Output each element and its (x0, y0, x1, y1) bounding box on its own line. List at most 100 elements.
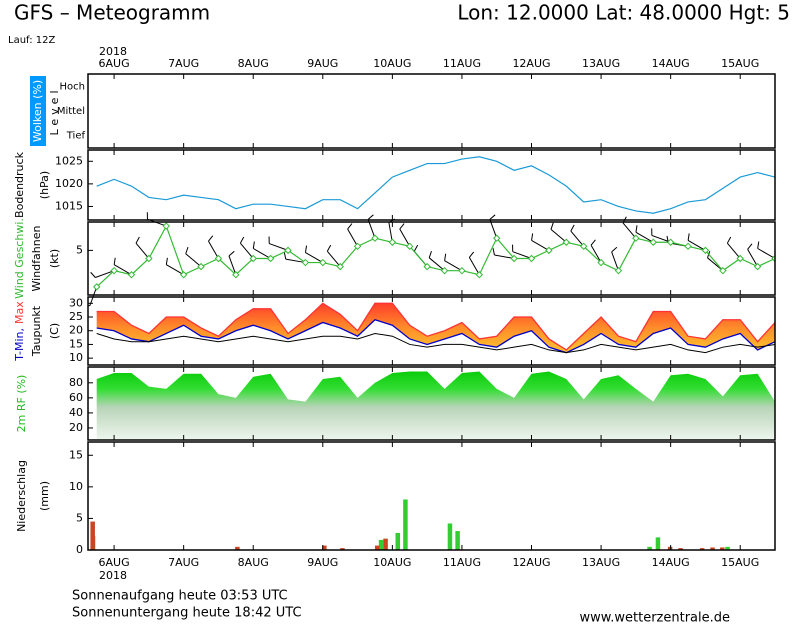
marker (232, 271, 240, 279)
precip-bar (340, 548, 345, 550)
source: www.wetterzentrale.de (580, 611, 730, 625)
marker (719, 266, 727, 275)
precip-bar (710, 547, 715, 550)
wind-barb-feather (492, 248, 495, 256)
wind-barb (135, 242, 150, 259)
marker (753, 262, 762, 271)
wind-barb (113, 264, 132, 276)
marker (597, 258, 605, 267)
wind-barb-feather (367, 214, 374, 220)
marker (266, 254, 275, 263)
x-tick-label: 9AUG (307, 556, 338, 569)
title: GFS – Meteogramm (14, 1, 210, 25)
wind-barb-feather (135, 236, 140, 244)
rh-area (96, 371, 775, 440)
wind-barb (611, 251, 619, 271)
x-tick-label: 10AUG (373, 57, 411, 70)
panel-label: Wolken (%) (31, 80, 44, 142)
marker (336, 262, 344, 271)
marker (197, 262, 205, 271)
panel-label: (mm) (38, 481, 51, 511)
marker (475, 271, 484, 279)
marker (736, 254, 744, 263)
y-tick-label: 1020 (55, 177, 83, 190)
wind-barb (285, 258, 306, 264)
wind-barb (512, 251, 532, 259)
precip-bar (678, 548, 683, 550)
precip-bar (383, 538, 388, 550)
marker (353, 242, 362, 251)
wind-barb-feather (399, 223, 405, 230)
precip-bar (725, 546, 730, 550)
wind-barb-feather (228, 250, 235, 257)
wind-barb (399, 228, 411, 247)
wind-barb (590, 244, 602, 263)
label-part: Windfahnen (30, 226, 43, 292)
wind-barb (166, 264, 184, 276)
wind-barb-feather (444, 253, 447, 261)
x-tick-label: 14AUG (652, 57, 690, 70)
wind-barb-feather (747, 243, 753, 250)
y-tick-label: 40 (69, 406, 83, 419)
x-tick-label: 10AUG (373, 556, 411, 569)
x-tick-label: 6AUG (99, 57, 130, 70)
label-part: Max (13, 301, 26, 324)
marker (649, 238, 657, 246)
wind-barb (622, 222, 637, 239)
panel-label: Windfahnen (30, 226, 43, 292)
y-tick-label: 30 (69, 296, 83, 309)
wind-barb-feather (208, 235, 214, 242)
x-tick-label: 7AUG (168, 556, 199, 569)
label-part: Wind Geschwi. (13, 218, 26, 299)
panel-label: Level (48, 86, 61, 135)
level-label: Hoch (60, 81, 85, 92)
marker (214, 254, 223, 263)
panel-label: (kt) (48, 249, 61, 268)
wind-barb-feather (185, 246, 189, 254)
panel-bg (88, 74, 775, 148)
marker (493, 234, 501, 242)
run: Lauf: 12Z (8, 35, 55, 46)
wind-barb-feather (283, 252, 287, 260)
marker (145, 254, 153, 263)
wind-barb-feather (550, 222, 554, 230)
location: Lon: 12.0000 Lat: 48.0000 Hgt: 5 (457, 1, 790, 25)
wind-barb-feather (611, 246, 618, 253)
wind-barb (208, 240, 219, 259)
x-tick-label: 13AUG (582, 57, 620, 70)
precip-bar (699, 548, 705, 550)
label-part: (C) (48, 323, 61, 339)
panel-label: (hPa) (38, 171, 51, 199)
marker (319, 258, 327, 267)
wind-barb-feather (90, 271, 96, 278)
wind-barb-feather (590, 239, 596, 246)
y-tick-label: 0 (76, 543, 83, 556)
label-part: Wolken (%) (31, 80, 44, 142)
level-label: Tief (66, 131, 86, 142)
wind-barb-feather (489, 214, 496, 220)
wind-barb-feather (252, 241, 255, 249)
marker (562, 238, 570, 246)
x-tick-label: 13AUG (582, 556, 620, 569)
label-part: (kt) (48, 249, 61, 268)
marker (406, 242, 414, 251)
precip-bar (455, 531, 460, 550)
marker (545, 246, 553, 255)
wind-barb (305, 252, 324, 263)
marker (110, 266, 118, 275)
panel-frame (87, 149, 776, 221)
level-label: Mittel (57, 106, 85, 117)
x-tick-label: 9AUG (307, 57, 338, 70)
x-tick-label: 7AUG (168, 57, 199, 70)
y-tick-label: 10 (69, 480, 83, 493)
marker (92, 283, 101, 291)
marker (440, 266, 449, 275)
wind-barb (239, 242, 254, 259)
panel-frame (87, 441, 776, 551)
precip-bar (720, 547, 725, 550)
x-tick-label: 11AUG (443, 57, 481, 70)
wind-barb (228, 255, 237, 275)
marker (249, 254, 257, 263)
panel-label: Bodendruck (13, 151, 26, 218)
